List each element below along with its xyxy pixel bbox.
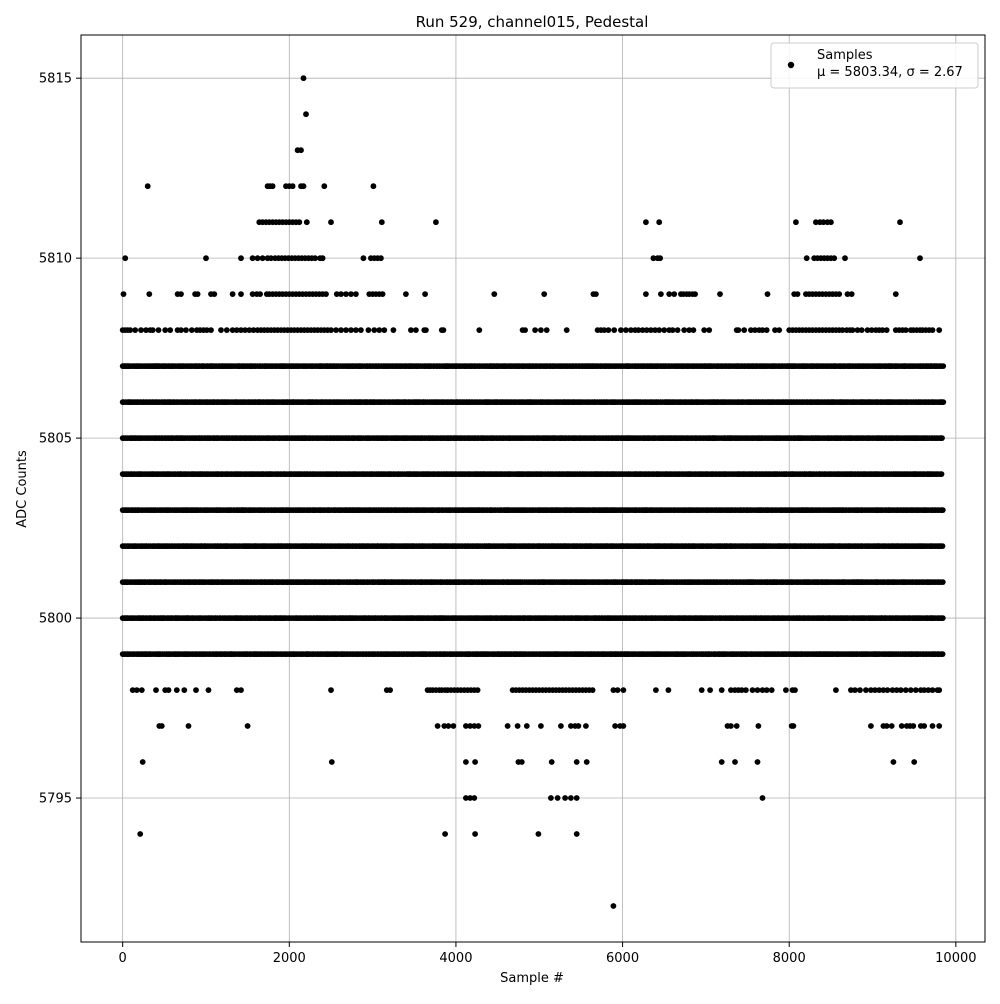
chart-title: Run 529, channel015, Pedestal	[416, 13, 649, 31]
data-point	[940, 543, 946, 549]
band-level-5801	[120, 579, 946, 585]
band-level-5807	[120, 363, 946, 369]
data-point	[940, 399, 946, 405]
data-point	[940, 363, 946, 369]
band-level-5806	[120, 399, 946, 405]
data-point	[939, 471, 945, 477]
data-point	[940, 507, 946, 513]
data-point	[940, 579, 946, 585]
band-level-5802	[120, 543, 946, 549]
data-point	[939, 435, 945, 441]
band-level-5805	[120, 435, 945, 441]
band-level-5804	[120, 471, 945, 477]
band-level-5799	[120, 651, 946, 657]
band-level-5800	[120, 615, 946, 621]
data-point	[940, 615, 946, 621]
band-level-5803	[120, 507, 946, 513]
